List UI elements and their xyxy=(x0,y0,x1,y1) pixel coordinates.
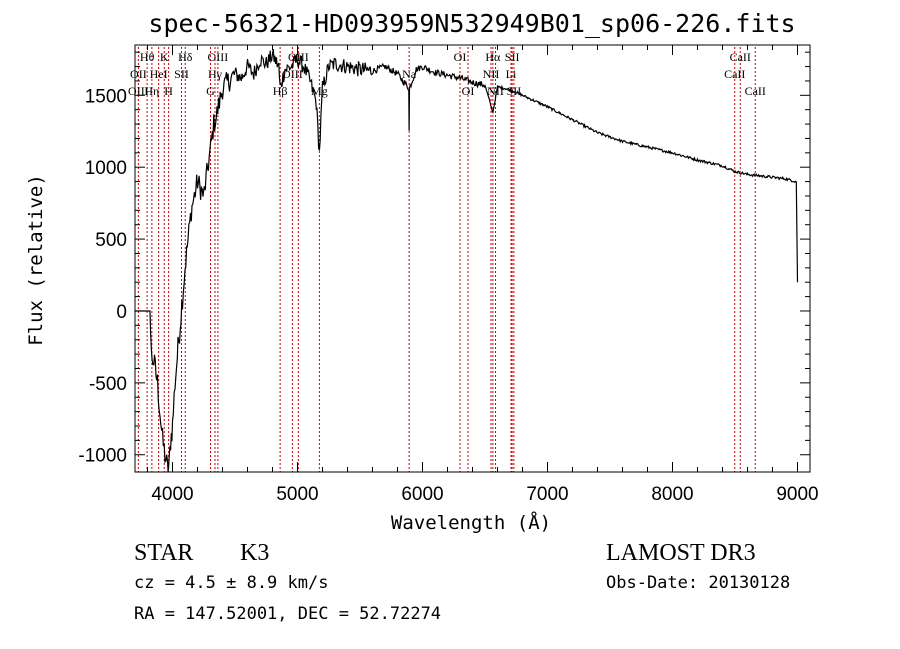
y-axis-label: Flux (relative) xyxy=(25,174,47,346)
x-axis-label: Wavelength (Å) xyxy=(391,511,551,534)
chart-title: spec-56321-HD093959N532949B01_sp06-226.f… xyxy=(148,9,795,38)
line-label: Li xyxy=(506,67,517,81)
line-label: CaII xyxy=(724,67,745,81)
plot-frame xyxy=(134,44,811,473)
line-label: Hθ xyxy=(140,50,155,64)
line-label: Hδ xyxy=(178,50,193,64)
spectrum-line xyxy=(135,48,799,472)
line-label: H xyxy=(164,84,173,98)
coords-label: RA = 147.52001, DEC = 52.72274 xyxy=(134,604,441,624)
x-tick-label: 6000 xyxy=(401,484,443,505)
x-tick-label: 4000 xyxy=(151,484,193,505)
line-label: G xyxy=(206,84,215,98)
spectrum-layer xyxy=(135,48,799,472)
line-label: OIII xyxy=(208,50,229,64)
x-tick-label: 8000 xyxy=(651,484,693,505)
class-label: STAR xyxy=(134,540,193,566)
subclass-label: K3 xyxy=(240,540,269,566)
line-label: CaII xyxy=(730,50,751,64)
x-tick-label: 7000 xyxy=(526,484,568,505)
line-label: SII xyxy=(507,84,522,98)
x-tick-label: 5000 xyxy=(276,484,318,505)
line-label: K xyxy=(160,50,169,64)
axes-layer: 4000 5000 6000 7000 8000 9000 -1000 -500 0 500 100… xyxy=(78,44,819,505)
line-label: Mg xyxy=(311,84,328,98)
y-tick-label: -500 xyxy=(89,374,127,395)
x-tick-label: 9000 xyxy=(776,484,818,505)
line-label: HeI xyxy=(150,67,168,81)
line-label: Hα xyxy=(485,50,501,64)
line-label: OII xyxy=(130,67,147,81)
line-label: CaII xyxy=(745,84,766,98)
survey-label: LAMOST DR3 xyxy=(606,540,756,566)
y-tick-label: 0 xyxy=(116,302,127,323)
line-label: NII xyxy=(487,84,504,98)
line-label: NII xyxy=(483,67,500,81)
line-label: Hβ xyxy=(273,84,288,98)
line-label: Hη xyxy=(144,84,159,98)
line-label: OIII xyxy=(128,84,149,98)
line-label: SII xyxy=(174,67,189,81)
y-tick-label: 1500 xyxy=(85,86,127,107)
cz-label: cz = 4.5 ± 8.9 km/s xyxy=(134,573,328,593)
line-label: Hγ xyxy=(208,67,223,81)
obs-date-label: Obs-Date: 20130128 xyxy=(606,573,790,593)
line-label: OIII xyxy=(288,50,309,64)
line-label: SII xyxy=(505,50,520,64)
y-tick-label: 1000 xyxy=(85,158,127,179)
line-label: OI xyxy=(462,84,475,98)
line-label: Na xyxy=(402,67,417,81)
line-label: OI xyxy=(454,50,467,64)
y-tick-label: 500 xyxy=(95,230,127,251)
y-tick-label: -1000 xyxy=(78,446,127,467)
